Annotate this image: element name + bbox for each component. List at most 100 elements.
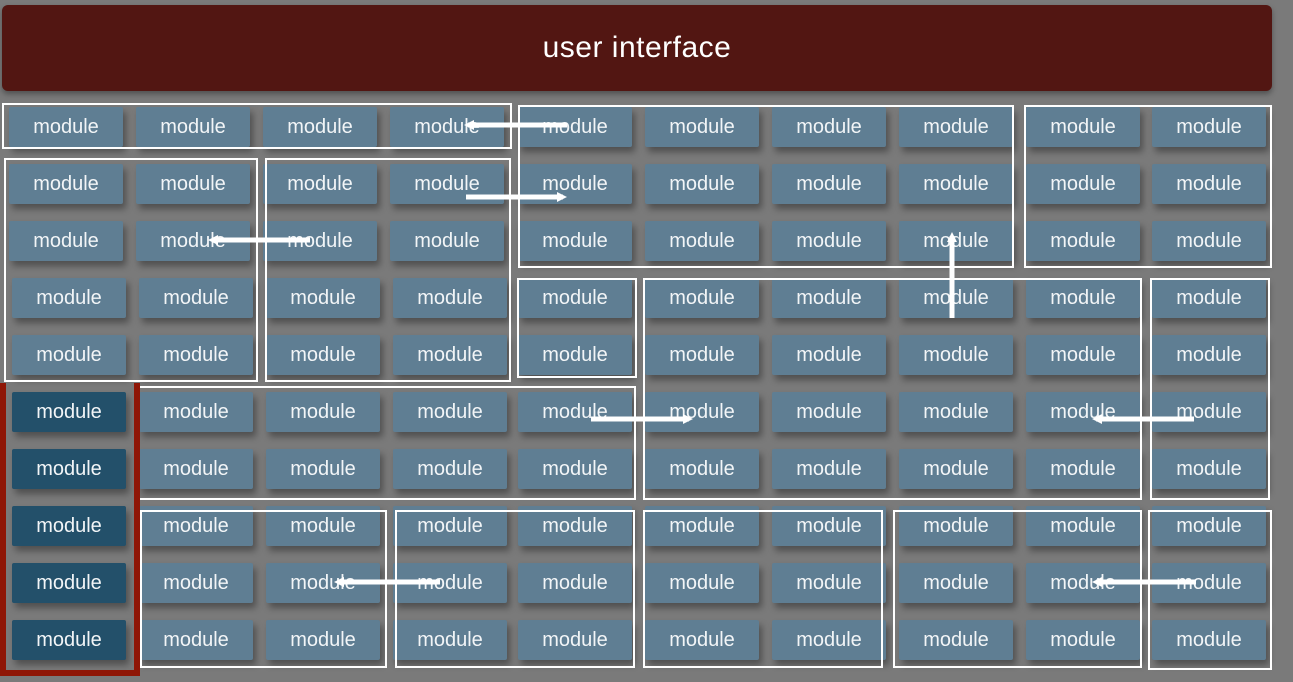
module-box: module	[393, 506, 507, 546]
module-box: module	[393, 278, 507, 318]
module-group-frame	[1148, 510, 1272, 670]
module-box: module	[136, 164, 250, 204]
module-box: module	[12, 620, 126, 660]
module-box: module	[393, 449, 507, 489]
module-box: module	[645, 335, 759, 375]
module-box: module	[266, 335, 380, 375]
module-box: module	[12, 506, 126, 546]
module-box: module	[263, 107, 377, 147]
module-box: module	[12, 278, 126, 318]
module-group-frame	[4, 158, 258, 382]
module-box: module	[1152, 164, 1266, 204]
module-box: module	[266, 278, 380, 318]
module-box: module	[1152, 620, 1266, 660]
module-box: module	[1026, 392, 1140, 432]
module-box: module	[518, 392, 632, 432]
module-box: module	[772, 620, 886, 660]
module-box: module	[1026, 107, 1140, 147]
module-box: module	[772, 449, 886, 489]
module-box: module	[645, 620, 759, 660]
module-box: module	[772, 335, 886, 375]
module-box: module	[266, 620, 380, 660]
module-box: module	[645, 449, 759, 489]
module-box: module	[1026, 506, 1140, 546]
module-box: module	[645, 164, 759, 204]
user-interface-header: user interface	[2, 5, 1272, 91]
module-box: module	[139, 449, 253, 489]
highlighted-module-column-frame	[0, 383, 140, 676]
module-box: module	[12, 392, 126, 432]
module-box: module	[9, 107, 123, 147]
module-box: module	[772, 392, 886, 432]
module-box: module	[139, 506, 253, 546]
module-box: module	[1026, 278, 1140, 318]
module-box: module	[645, 107, 759, 147]
module-box: module	[772, 164, 886, 204]
module-box: module	[9, 221, 123, 261]
module-box: module	[266, 392, 380, 432]
module-box: module	[1026, 221, 1140, 261]
module-box: module	[1152, 335, 1266, 375]
module-group-frame	[893, 510, 1142, 668]
module-box: module	[1026, 449, 1140, 489]
module-box: module	[390, 107, 504, 147]
module-box: module	[518, 563, 632, 603]
module-box: module	[518, 506, 632, 546]
module-box: module	[139, 563, 253, 603]
module-box: module	[899, 449, 1013, 489]
module-box: module	[9, 164, 123, 204]
module-box: module	[263, 164, 377, 204]
module-box: module	[393, 392, 507, 432]
module-group-frame	[395, 510, 635, 668]
module-group-frame	[1024, 105, 1272, 268]
module-box: module	[1152, 449, 1266, 489]
module-box: module	[390, 221, 504, 261]
module-box: module	[139, 620, 253, 660]
module-box: module	[645, 221, 759, 261]
module-box: module	[139, 278, 253, 318]
module-group-frame	[1150, 278, 1270, 500]
user-interface-title: user interface	[542, 31, 732, 64]
module-box: module	[1152, 107, 1266, 147]
module-box: module	[772, 563, 886, 603]
module-group-frame	[517, 278, 637, 378]
module-box: module	[645, 278, 759, 318]
module-box: module	[518, 278, 632, 318]
module-box: module	[899, 164, 1013, 204]
module-box: module	[899, 506, 1013, 546]
module-box: module	[899, 392, 1013, 432]
module-box: module	[518, 335, 632, 375]
module-box: module	[139, 335, 253, 375]
module-group-frame	[643, 510, 883, 668]
module-box: module	[1152, 278, 1266, 318]
module-box: module	[772, 506, 886, 546]
module-box: module	[772, 221, 886, 261]
module-box: module	[1026, 164, 1140, 204]
module-group-frame	[265, 158, 511, 382]
module-box: module	[12, 563, 126, 603]
module-box: module	[266, 506, 380, 546]
module-box: module	[899, 620, 1013, 660]
module-box: module	[899, 335, 1013, 375]
module-box: module	[1026, 620, 1140, 660]
module-box: module	[266, 563, 380, 603]
module-box: module	[772, 278, 886, 318]
module-box: module	[899, 221, 1013, 261]
module-box: module	[899, 278, 1013, 318]
module-box: module	[645, 563, 759, 603]
module-box: module	[1152, 392, 1266, 432]
module-box: module	[393, 620, 507, 660]
module-group-frame	[518, 105, 1014, 268]
module-box: module	[1152, 506, 1266, 546]
module-box: module	[136, 107, 250, 147]
module-box: module	[12, 335, 126, 375]
module-box: module	[1026, 335, 1140, 375]
module-box: module	[518, 620, 632, 660]
module-box: module	[899, 563, 1013, 603]
module-box: module	[393, 335, 507, 375]
module-box: module	[139, 392, 253, 432]
module-box: module	[772, 107, 886, 147]
module-box: module	[266, 449, 380, 489]
